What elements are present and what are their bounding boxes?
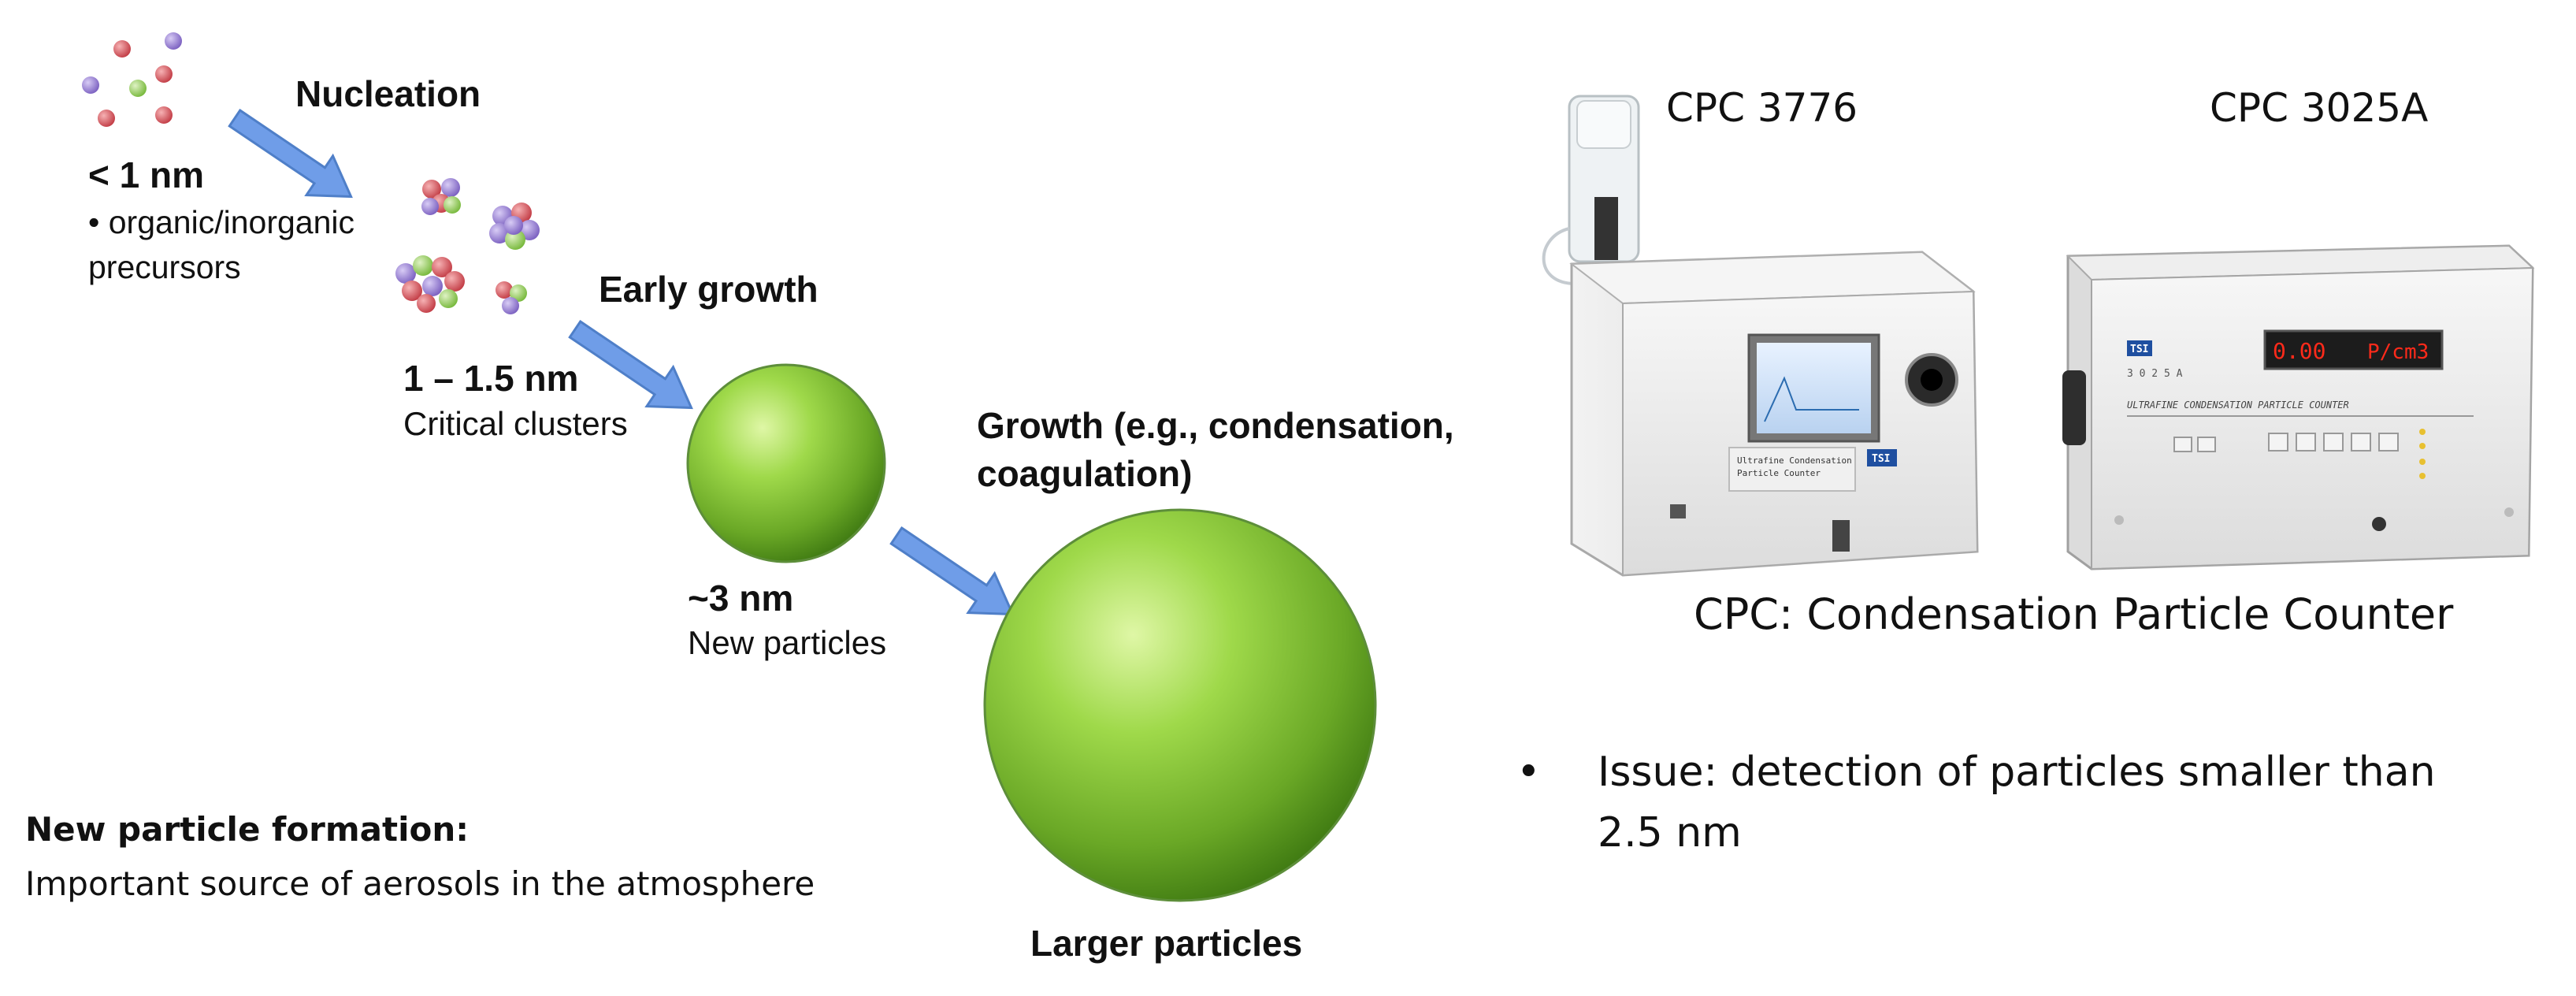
precursor-molecules <box>82 32 182 127</box>
critical-clusters-label: Critical clusters <box>403 405 628 442</box>
stage-label-early-growth: Early growth <box>599 269 818 310</box>
size-label-3nm: ~3 nm <box>688 578 794 619</box>
svg-text:P/cm3: P/cm3 <box>2367 340 2429 364</box>
larger-particle-sphere <box>983 508 1377 902</box>
cpc-3776-label: CPC 3776 <box>1666 85 1858 131</box>
stage-label-nucleation: Nucleation <box>295 73 481 114</box>
svg-text:TSI: TSI <box>2130 344 2148 355</box>
svg-text:3 0 2 5 A: 3 0 2 5 A <box>2127 368 2183 380</box>
critical-clusters <box>395 178 540 314</box>
svg-text:0.00: 0.00 <box>2273 338 2325 364</box>
svg-text:TSI: TSI <box>1872 453 1890 465</box>
issue-bullet: • <box>1516 749 1541 796</box>
issue-text-line-1: Issue: detection of particles smaller th… <box>1598 749 2436 796</box>
stage-label-growth-line-2: coagulation) <box>977 453 1193 494</box>
svg-text:Particle Counter: Particle Counter <box>1737 468 1821 478</box>
cpc-caption: CPC: Condensation Particle Counter <box>1694 589 2454 639</box>
precursor-desc-line-2: precursors <box>88 249 241 285</box>
cpc-3025a-label: CPC 3025A <box>2210 85 2429 131</box>
size-label-sub-1nm: < 1 nm <box>88 154 205 195</box>
new-particle-sphere <box>686 363 886 563</box>
issue-text-line-2: 2.5 nm <box>1598 809 1742 857</box>
cpc-3025a-image: TSI 3 0 2 5 A 0.00 P/cm3 ULTRAFINE CONDE… <box>2062 244 2535 570</box>
growth-arrows <box>228 108 1015 616</box>
stage-label-growth-line-1: Growth (e.g., condensation, <box>977 405 1454 446</box>
size-label-1-1.5nm: 1 – 1.5 nm <box>403 358 579 399</box>
cpc-3776-image: Ultrafine Condensation Particle Counter … <box>1542 95 1979 577</box>
larger-particles-label: Larger particles <box>1030 923 1303 964</box>
new-particles-label: New particles <box>688 624 887 661</box>
svg-text:Ultrafine Condensation: Ultrafine Condensation <box>1737 455 1852 466</box>
precursor-desc-line-1: • organic/inorganic <box>88 204 354 240</box>
summary-title: New particle formation: <box>25 810 470 849</box>
summary-text: Important source of aerosols in the atmo… <box>25 864 815 903</box>
svg-text:ULTRAFINE CONDENSATION PARTICL: ULTRAFINE CONDENSATION PARTICLE COUNTER <box>2127 400 2349 411</box>
